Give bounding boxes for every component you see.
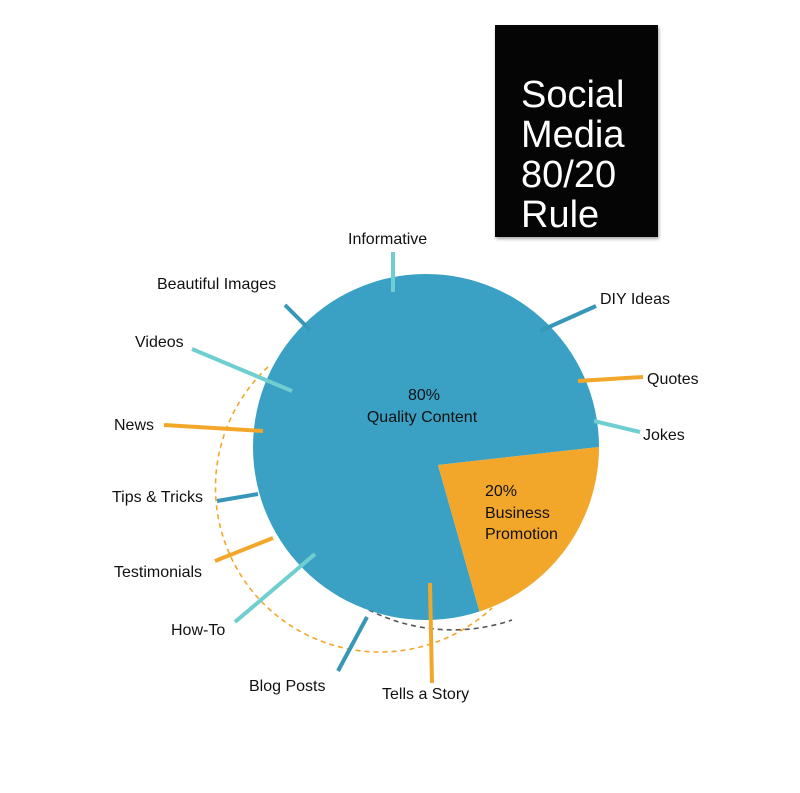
slice-label-promo-line2: Promotion: [485, 526, 558, 543]
spoke-how-to: [233, 552, 317, 624]
title-line-2: Media: [521, 114, 625, 156]
spoke-jokes: [593, 419, 641, 434]
annotation-blog-posts: Blog Posts: [249, 678, 325, 695]
slice-label-quality-percent: 80%: [408, 387, 440, 404]
annotation-how-to: How-To: [171, 622, 225, 639]
spoke-tips-and-tricks: [216, 492, 259, 503]
annotation-diy-ideas: DIY Ideas: [600, 291, 670, 308]
annotation-news: News: [114, 417, 154, 434]
slice-label-promo-line1: Business: [485, 505, 550, 522]
spoke-diy-ideas: [539, 304, 597, 333]
annotation-videos: Videos: [135, 334, 184, 351]
title-box: Social Media 80/20 Rule: [495, 25, 658, 237]
pie-slice-quality-content: [252, 273, 599, 620]
title-line-1: Social: [521, 74, 625, 116]
spoke-blog-posts: [336, 616, 369, 672]
spoke-quotes: [577, 375, 644, 383]
slice-label-promo-percent: 20%: [485, 483, 517, 500]
annotation-beautiful-images: Beautiful Images: [157, 276, 276, 293]
spoke-videos: [191, 347, 293, 393]
pie-slice-business-promotion: [438, 447, 599, 612]
spoke-tells-a-story: [428, 582, 434, 684]
annotation-quotes: Quotes: [647, 371, 699, 388]
annotation-informative: Informative: [348, 231, 427, 248]
annotation-tips-and-tricks: Tips & Tricks: [112, 489, 203, 506]
annotation-tells-a-story: Tells a Story: [382, 686, 469, 703]
annotation-testimonials: Testimonials: [114, 564, 202, 581]
annotation-jokes: Jokes: [643, 427, 685, 444]
title-line-3: 80/20: [521, 154, 617, 196]
spoke-testimonials: [214, 536, 274, 563]
spoke-beautiful-images: [283, 303, 312, 332]
title-line-4: Rule: [521, 194, 600, 236]
slice-label-quality-name: Quality Content: [367, 409, 478, 426]
spoke-news: [163, 423, 264, 433]
